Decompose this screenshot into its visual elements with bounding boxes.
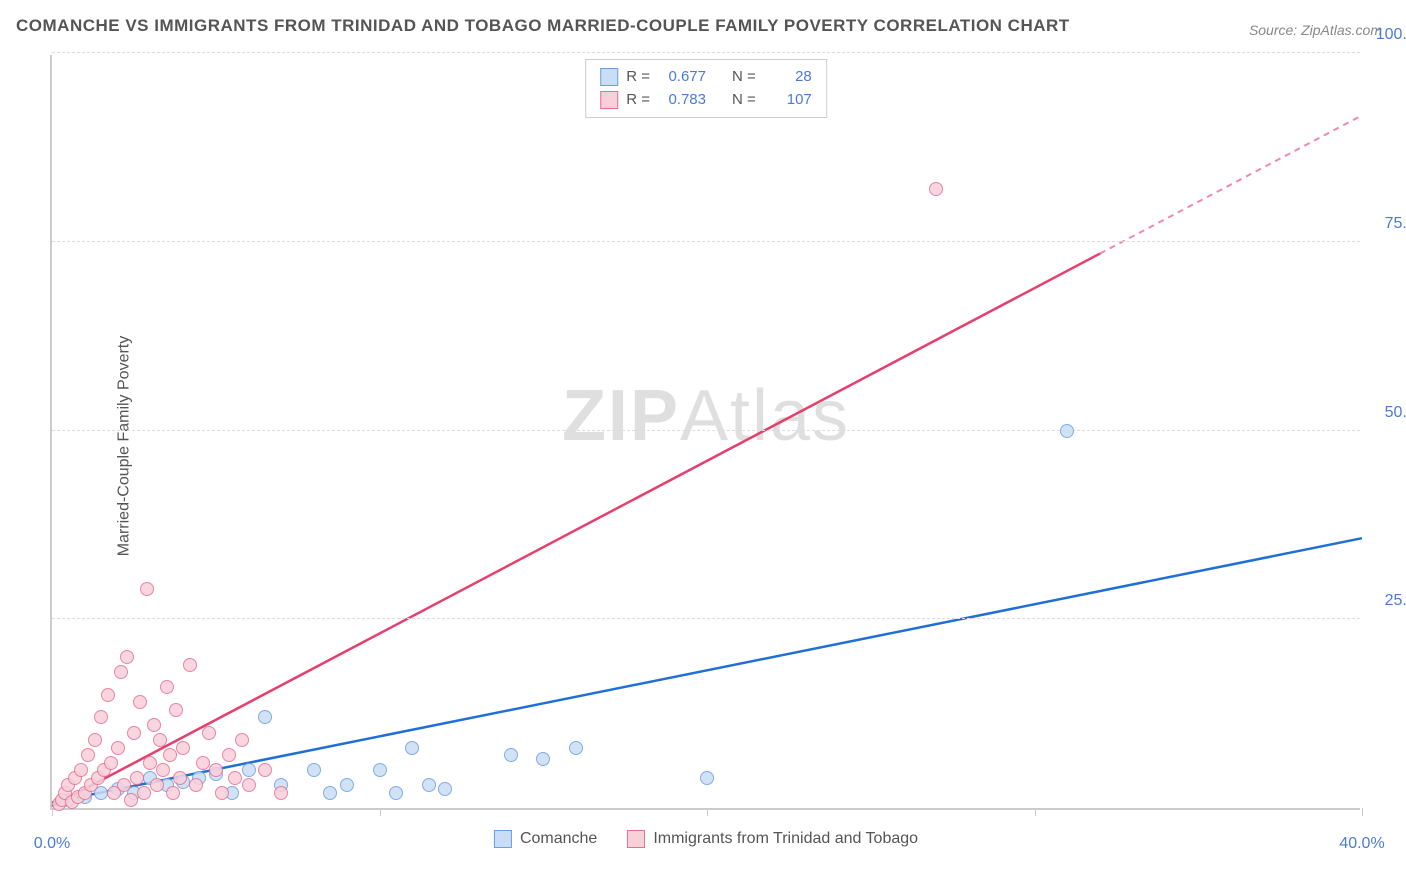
scatter-point — [536, 752, 550, 766]
scatter-point — [111, 741, 125, 755]
stat-r-label: R = — [626, 66, 650, 89]
scatter-point — [700, 771, 714, 785]
scatter-point — [163, 748, 177, 762]
scatter-point — [183, 658, 197, 672]
scatter-point — [504, 748, 518, 762]
scatter-point — [130, 771, 144, 785]
scatter-point — [215, 786, 229, 800]
scatter-point — [1060, 424, 1074, 438]
scatter-point — [389, 786, 403, 800]
stat-r-label: R = — [626, 89, 650, 112]
scatter-point — [258, 710, 272, 724]
scatter-point — [929, 182, 943, 196]
scatter-point — [133, 695, 147, 709]
x-tick — [1362, 808, 1363, 816]
source-label: Source: ZipAtlas.com — [1249, 22, 1382, 38]
scatter-point — [235, 733, 249, 747]
stat-r-value: 0.677 — [658, 66, 706, 89]
scatter-point — [169, 703, 183, 717]
scatter-point — [405, 741, 419, 755]
scatter-point — [438, 782, 452, 796]
stat-n-value: 28 — [764, 66, 812, 89]
y-tick-label: 100.0% — [1370, 26, 1406, 44]
scatter-point — [196, 756, 210, 770]
grid-line-h — [52, 241, 1360, 242]
scatter-point — [373, 763, 387, 777]
scatter-point — [120, 650, 134, 664]
legend-swatch — [494, 830, 512, 848]
watermark-zip: ZIP — [562, 376, 680, 456]
chart-plot-area: ZIPAtlas R =0.677N =28R =0.783N =107 Com… — [50, 55, 1360, 810]
grid-line-h — [52, 430, 1360, 431]
stat-n-label: N = — [732, 66, 756, 89]
scatter-point — [117, 778, 131, 792]
legend-swatch — [627, 830, 645, 848]
scatter-point — [81, 748, 95, 762]
x-tick — [707, 808, 708, 816]
stats-legend: R = 0.677 N = 28 R = 0.783 N = 107 — [585, 59, 827, 118]
legend-item: Immigrants from Trinidad and Tobago — [627, 830, 918, 848]
legend-label: Comanche — [520, 830, 597, 848]
scatter-point — [189, 778, 203, 792]
x-tick — [1035, 808, 1036, 816]
scatter-point — [114, 665, 128, 679]
legend-swatch — [600, 68, 618, 86]
y-tick-label: 50.0% — [1370, 404, 1406, 422]
stats-row: R = 0.783 N = 107 — [600, 89, 812, 112]
scatter-point — [228, 771, 242, 785]
scatter-point — [209, 763, 223, 777]
scatter-point — [101, 688, 115, 702]
x-tick-label: 0.0% — [34, 835, 70, 853]
y-tick-label: 25.0% — [1370, 592, 1406, 610]
trend-lines — [52, 55, 1362, 810]
scatter-point — [140, 582, 154, 596]
scatter-point — [173, 771, 187, 785]
scatter-point — [147, 718, 161, 732]
y-tick-label: 75.0% — [1370, 215, 1406, 233]
scatter-point — [340, 778, 354, 792]
legend-item: Comanche — [494, 830, 597, 848]
x-tick-label: 40.0% — [1339, 835, 1384, 853]
scatter-point — [307, 763, 321, 777]
scatter-point — [176, 741, 190, 755]
scatter-point — [160, 680, 174, 694]
scatter-point — [124, 793, 138, 807]
scatter-point — [222, 748, 236, 762]
scatter-point — [258, 763, 272, 777]
legend-swatch — [600, 91, 618, 109]
scatter-point — [323, 786, 337, 800]
stat-n-label: N = — [732, 89, 756, 112]
scatter-point — [104, 756, 118, 770]
stat-r-value: 0.783 — [658, 89, 706, 112]
scatter-point — [242, 763, 256, 777]
scatter-point — [569, 741, 583, 755]
scatter-point — [242, 778, 256, 792]
scatter-point — [88, 733, 102, 747]
scatter-point — [422, 778, 436, 792]
scatter-point — [143, 756, 157, 770]
stat-n-value: 107 — [764, 89, 812, 112]
scatter-point — [150, 778, 164, 792]
scatter-point — [94, 710, 108, 724]
scatter-point — [202, 726, 216, 740]
scatter-point — [127, 726, 141, 740]
scatter-point — [74, 763, 88, 777]
watermark-atlas: Atlas — [680, 376, 850, 456]
x-tick — [380, 808, 381, 816]
scatter-point — [153, 733, 167, 747]
series-legend: Comanche Immigrants from Trinidad and Tob… — [494, 830, 918, 848]
scatter-point — [137, 786, 151, 800]
stats-row: R = 0.677 N = 28 — [600, 66, 812, 89]
grid-line-h — [52, 52, 1360, 53]
chart-title: COMANCHE VS IMMIGRANTS FROM TRINIDAD AND… — [16, 16, 1070, 36]
scatter-point — [274, 786, 288, 800]
legend-label: Immigrants from Trinidad and Tobago — [653, 830, 918, 848]
scatter-point — [156, 763, 170, 777]
scatter-point — [166, 786, 180, 800]
watermark: ZIPAtlas — [562, 375, 850, 457]
grid-line-h — [52, 618, 1360, 619]
